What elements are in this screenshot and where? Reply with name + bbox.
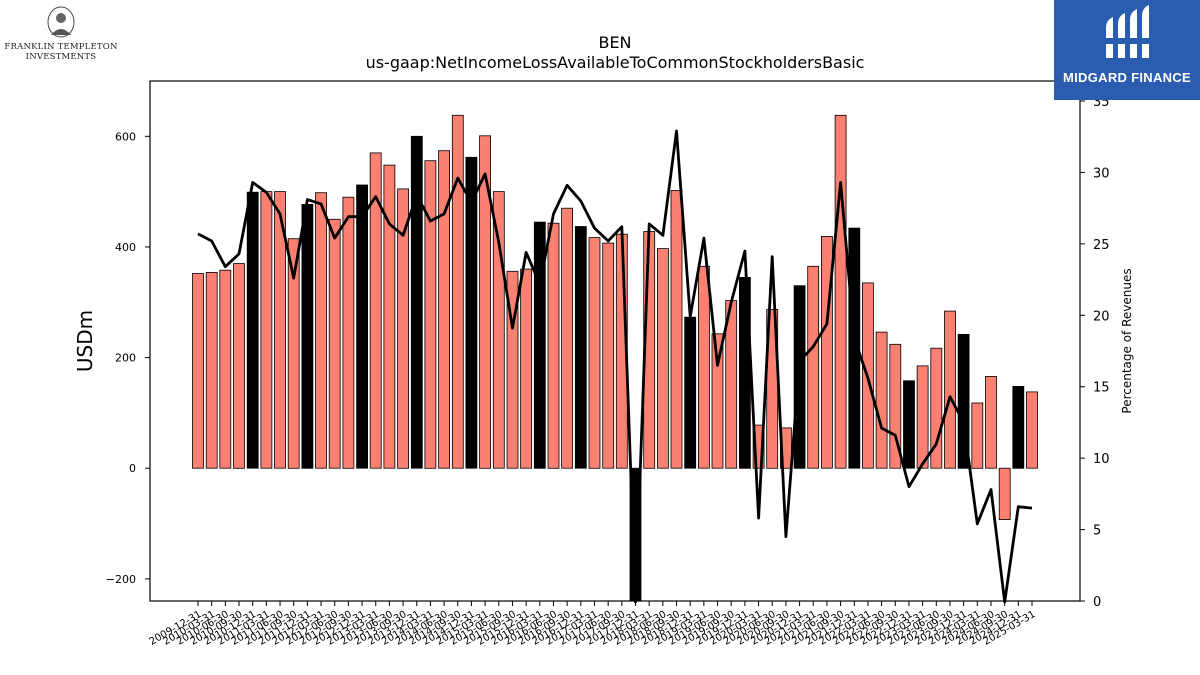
y-tick-label: 400 — [115, 241, 136, 254]
bar — [260, 191, 273, 469]
y2-tick-label: 25 — [1093, 238, 1110, 253]
bar — [561, 207, 573, 469]
midgard-finance-logo: MIDGARD FINANCE — [1054, 0, 1200, 100]
bar — [834, 114, 847, 469]
bar — [315, 192, 327, 469]
portrait-icon — [47, 6, 75, 38]
bar — [602, 242, 615, 469]
y-tick-label: 0 — [129, 462, 136, 475]
bar — [397, 188, 410, 469]
y2-tick-label: 20 — [1093, 309, 1110, 324]
bar — [957, 333, 970, 469]
bar — [192, 273, 204, 469]
bar — [342, 196, 355, 469]
bar — [657, 248, 669, 469]
bar — [1012, 385, 1025, 469]
bar-series — [192, 114, 1038, 602]
bar — [451, 114, 464, 469]
bar — [533, 221, 546, 469]
chart-subtitle: us-gaap:NetIncomeLossAvailableToCommonSt… — [366, 53, 865, 72]
bar — [848, 227, 861, 469]
bar — [971, 402, 984, 469]
percentage-line-series — [197, 129, 1033, 604]
y-tick-label: −200 — [106, 573, 136, 586]
bar — [205, 271, 218, 469]
bar — [985, 375, 997, 469]
y-axis-label: USDm — [73, 310, 97, 372]
bar — [356, 184, 369, 469]
bar — [821, 235, 833, 469]
percentage-line — [197, 129, 1033, 604]
bar — [574, 226, 587, 469]
bar — [698, 265, 710, 469]
bar — [492, 191, 505, 469]
y2-tick-label: 0 — [1093, 595, 1101, 610]
bar — [875, 331, 888, 469]
bar — [1026, 391, 1038, 469]
y2-tick-label: 30 — [1093, 166, 1110, 181]
bar — [944, 310, 956, 469]
bar — [369, 152, 382, 469]
bar — [219, 269, 232, 469]
y-tick-label: 600 — [115, 130, 136, 143]
bar — [246, 191, 259, 469]
bar — [930, 347, 943, 469]
bar — [889, 343, 902, 469]
axes: −2000200400600051015202530352009-12-3120… — [106, 80, 1110, 648]
y-tick-label: 200 — [115, 352, 136, 365]
bar — [752, 424, 765, 469]
franklin-templeton-logo: FRANKLIN TEMPLETON INVESTMENTS — [4, 6, 118, 62]
bar — [520, 268, 532, 469]
brand-line-2: INVESTMENTS — [25, 52, 97, 62]
bar — [479, 135, 492, 469]
bar — [903, 380, 915, 469]
bar — [424, 160, 437, 469]
y2-tick-label: 10 — [1093, 452, 1110, 467]
bar — [588, 237, 601, 469]
bar — [287, 238, 300, 469]
y2-axis-label: Percentage of Revenues — [1120, 268, 1134, 413]
bar — [670, 190, 683, 469]
y2-tick-label: 5 — [1093, 524, 1101, 539]
brand-line-1: FRANKLIN TEMPLETON — [4, 42, 118, 52]
midgard-emblem-icon — [1106, 5, 1149, 58]
bar — [274, 191, 286, 469]
bar — [301, 203, 314, 469]
y2-tick-label: 15 — [1093, 381, 1110, 396]
bar — [383, 164, 396, 469]
partner-name: MIDGARD FINANCE — [1063, 70, 1191, 85]
bar — [233, 263, 245, 469]
bar — [998, 467, 1011, 521]
plot-frame — [149, 80, 1081, 602]
bar — [328, 218, 341, 469]
bar — [506, 270, 519, 469]
bar — [916, 365, 929, 469]
bar — [684, 316, 697, 469]
bar — [465, 156, 478, 469]
chart-title: BEN — [598, 33, 631, 52]
bar — [807, 265, 820, 469]
bar — [410, 135, 423, 469]
bar — [547, 222, 560, 469]
bar — [711, 333, 724, 469]
bar — [438, 150, 451, 469]
